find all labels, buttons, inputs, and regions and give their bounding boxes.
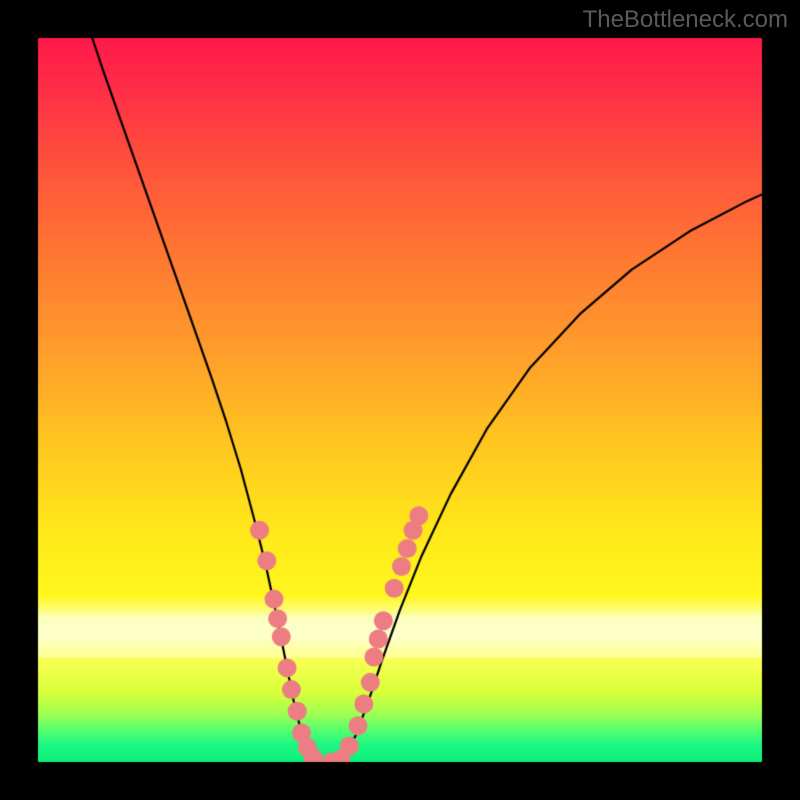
bottleneck-chart-canvas [0,0,800,800]
chart-root: TheBottleneck.com [0,0,800,800]
watermark-label: TheBottleneck.com [583,6,788,34]
